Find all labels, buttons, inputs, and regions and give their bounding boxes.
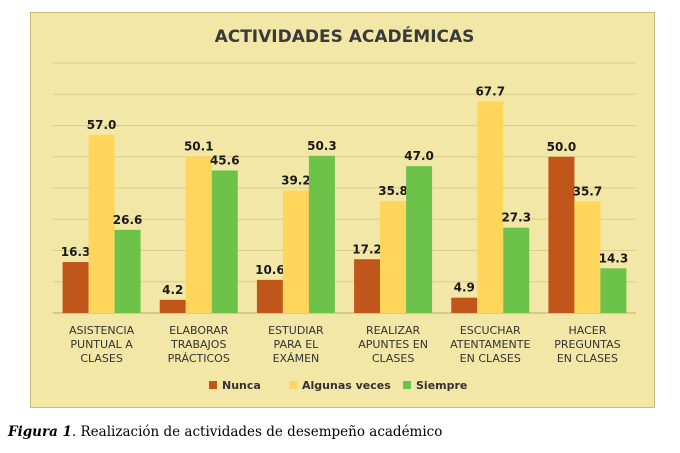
bar [62, 262, 89, 313]
bar [477, 101, 504, 313]
category-label: EN CLASES [557, 352, 618, 365]
category-label: ASISTENCIA [69, 324, 135, 337]
category-label: EXÁMEN [273, 352, 320, 365]
caption-text: . Realización de actividades de desempeñ… [71, 424, 443, 440]
figure-label: Figura 1 [8, 424, 72, 440]
data-label: 35.8 [378, 184, 408, 198]
bar [88, 134, 115, 313]
legend-swatch [209, 381, 217, 389]
data-label: 27.3 [501, 211, 531, 225]
category-label: PREGUNTAS [554, 338, 620, 351]
chart-title: ACTIVIDADES ACADÉMICAS [215, 25, 475, 47]
bar [600, 268, 627, 313]
data-label: 10.6 [255, 263, 285, 277]
category-label: ESTUDIAR [268, 324, 324, 337]
bar-chart: ACTIVIDADES ACADÉMICAS 16.3 57.0 26.6 ASISTE… [53, 25, 636, 392]
category-label: APUNTES EN [358, 338, 428, 351]
legend-label: Siempre [416, 379, 467, 392]
bar [282, 190, 309, 313]
bar [503, 227, 530, 313]
category-label: HACER [568, 324, 606, 337]
legend-swatch [289, 381, 297, 389]
data-label: 50.0 [547, 140, 577, 154]
bar [185, 156, 212, 313]
legend-swatch [403, 381, 411, 389]
chart-container: ACTIVIDADES ACADÉMICAS 16.3 57.0 26.6 ASISTE… [30, 12, 655, 408]
category-label: REALIZAR [366, 324, 421, 337]
data-label: 39.2 [281, 174, 311, 188]
category-label: PARA EL [274, 338, 320, 351]
legend-label: Algunas veces [302, 379, 391, 392]
data-label: 35.7 [573, 184, 603, 198]
data-label: 67.7 [475, 84, 505, 98]
data-label: 16.3 [61, 245, 91, 259]
category-label: TRABAJOS [170, 338, 226, 351]
data-label: 4.9 [454, 281, 475, 295]
data-label: 50.1 [184, 139, 214, 153]
bar [308, 155, 335, 313]
data-label: 57.0 [87, 118, 117, 132]
category-label: ELABORAR [169, 324, 229, 337]
data-label: 50.3 [307, 139, 337, 153]
bar [548, 156, 575, 313]
category-label: CLASES [372, 352, 415, 365]
bar [406, 166, 433, 313]
figure-caption: Figura 1. Realización de actividades de … [8, 424, 442, 440]
category-label: ESCUCHAR [460, 324, 521, 337]
data-label: 45.6 [210, 154, 240, 168]
category-label: EN CLASES [460, 352, 521, 365]
bar [380, 201, 407, 313]
data-label: 47.0 [404, 149, 434, 163]
category-label: CLASES [80, 352, 123, 365]
bar [354, 259, 381, 313]
bar [256, 279, 283, 313]
bar [574, 201, 601, 313]
data-label: 26.6 [113, 213, 143, 227]
data-label: 17.2 [352, 242, 382, 256]
bar [211, 170, 238, 313]
bar [451, 297, 478, 313]
legend-label: Nunca [222, 379, 261, 392]
bar [159, 299, 186, 313]
category-label: PRÁCTICOS [168, 352, 230, 365]
bar [114, 229, 141, 313]
category-label: ATENTAMENTE [450, 338, 530, 351]
category-label: PUNTUAL A [70, 338, 133, 351]
data-label: 4.2 [162, 283, 183, 297]
data-label: 14.3 [599, 251, 629, 265]
